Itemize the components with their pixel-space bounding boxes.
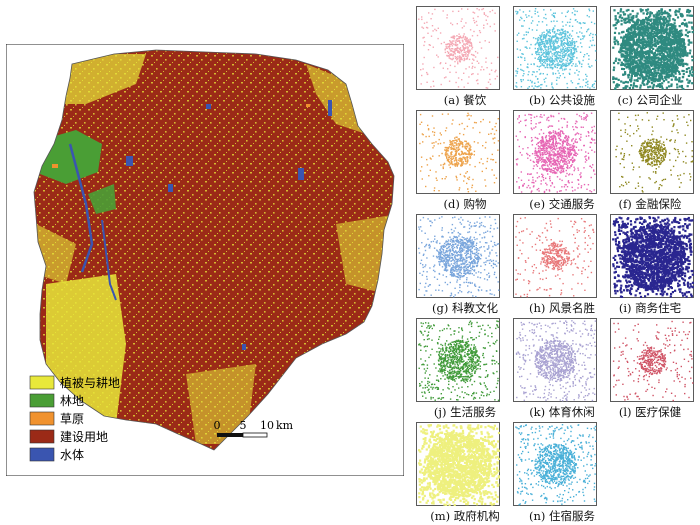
poi-panel-sports (513, 318, 597, 402)
poi-points (515, 8, 597, 89)
poi-density-canvas (513, 214, 597, 298)
panel-caption-accommodation: (n) 住宿服务 (528, 509, 596, 523)
poi-panel-finance (610, 110, 694, 194)
panel-caption-catering: (a) 餐饮 (443, 93, 487, 107)
poi-panel-medical (610, 318, 694, 402)
poi-points (418, 320, 500, 401)
poi-density-canvas (610, 214, 694, 298)
legend-item-vegetation: 植被与耕地 (29, 375, 120, 390)
poi-points (612, 8, 694, 90)
scale-unit: km (276, 419, 294, 432)
panel-caption-sports: (k) 体育休闲 (529, 405, 595, 419)
poi-points (612, 320, 694, 402)
poi-points (418, 424, 500, 506)
panel-caption-government: (m) 政府机构 (430, 509, 500, 523)
poi-density-canvas (513, 422, 597, 506)
panel-caption-life-services: (j) 生活服务 (433, 405, 497, 419)
legend-item-grassland: 草原 (29, 411, 84, 426)
scale-tick-5: 5 (240, 419, 247, 432)
poi-points (515, 424, 597, 506)
poi-points (515, 112, 596, 193)
panel-caption-transport: (e) 交通服务 (529, 197, 595, 211)
panel-caption-companies: (c) 公司企业 (617, 93, 683, 107)
poi-panel-government (416, 422, 500, 506)
poi-points (418, 8, 499, 89)
legend-label: 建设用地 (60, 430, 108, 444)
poi-points (515, 217, 595, 298)
legend-label: 水体 (60, 448, 84, 462)
poi-panel-scenic (513, 214, 597, 298)
poi-density-canvas (416, 214, 500, 298)
panel-caption-public-facilities: (b) 公共设施 (529, 93, 595, 107)
legend-label: 植被与耕地 (60, 375, 120, 390)
land-use-map: 植被与耕地 林地 草原 建设用地 水体 0 5 10 km (5, 43, 405, 477)
poi-density-canvas (610, 6, 694, 90)
poi-panel-business-residential (610, 214, 694, 298)
poi-panel-transport (513, 110, 597, 194)
poi-points (418, 216, 500, 298)
panel-caption-medical: (l) 医疗保健 (618, 405, 682, 419)
legend-label: 草原 (60, 412, 84, 426)
poi-panel-shopping (416, 110, 500, 194)
legend-item-forest: 林地 (29, 393, 84, 408)
scale-bar: 0 5 10 km (214, 419, 294, 438)
map-legend: 植被与耕地 林地 草原 建设用地 水体 (29, 375, 120, 462)
poi-panel-public-facilities (513, 6, 597, 90)
poi-density-canvas (416, 6, 500, 90)
legend-item-water: 水体 (29, 447, 84, 462)
panel-caption-finance: (f) 金融保险 (618, 197, 682, 211)
poi-points (515, 320, 597, 402)
poi-points (419, 112, 500, 193)
poi-density-canvas (610, 110, 694, 194)
poi-panel-catering (416, 6, 500, 90)
poi-density-canvas (416, 110, 500, 194)
poi-density-canvas (416, 422, 500, 506)
poi-density-canvas (513, 318, 597, 402)
land-use-map-canvas: 植被与耕地 林地 草原 建设用地 水体 0 5 10 km (5, 43, 405, 477)
poi-density-canvas (513, 6, 597, 90)
legend-item-built-up: 建设用地 (29, 429, 108, 444)
poi-density-canvas (610, 318, 694, 402)
poi-panel-companies (610, 6, 694, 90)
panel-caption-scenic: (h) 风景名胜 (528, 301, 596, 315)
legend-label: 林地 (60, 394, 84, 408)
scale-tick-10: 10 (260, 419, 274, 432)
poi-panel-accommodation (513, 422, 597, 506)
poi-density-canvas (416, 318, 500, 402)
poi-panel-life-services (416, 318, 500, 402)
panel-caption-shopping: (d) 购物 (443, 197, 487, 211)
poi-density-canvas (513, 110, 597, 194)
poi-panel-education (416, 214, 500, 298)
scale-tick-0: 0 (214, 419, 221, 432)
poi-points (615, 112, 694, 193)
panel-caption-education: (g) 科教文化 (432, 301, 498, 315)
panel-caption-business-residential: (i) 商务住宅 (618, 301, 682, 315)
poi-points (612, 216, 694, 298)
